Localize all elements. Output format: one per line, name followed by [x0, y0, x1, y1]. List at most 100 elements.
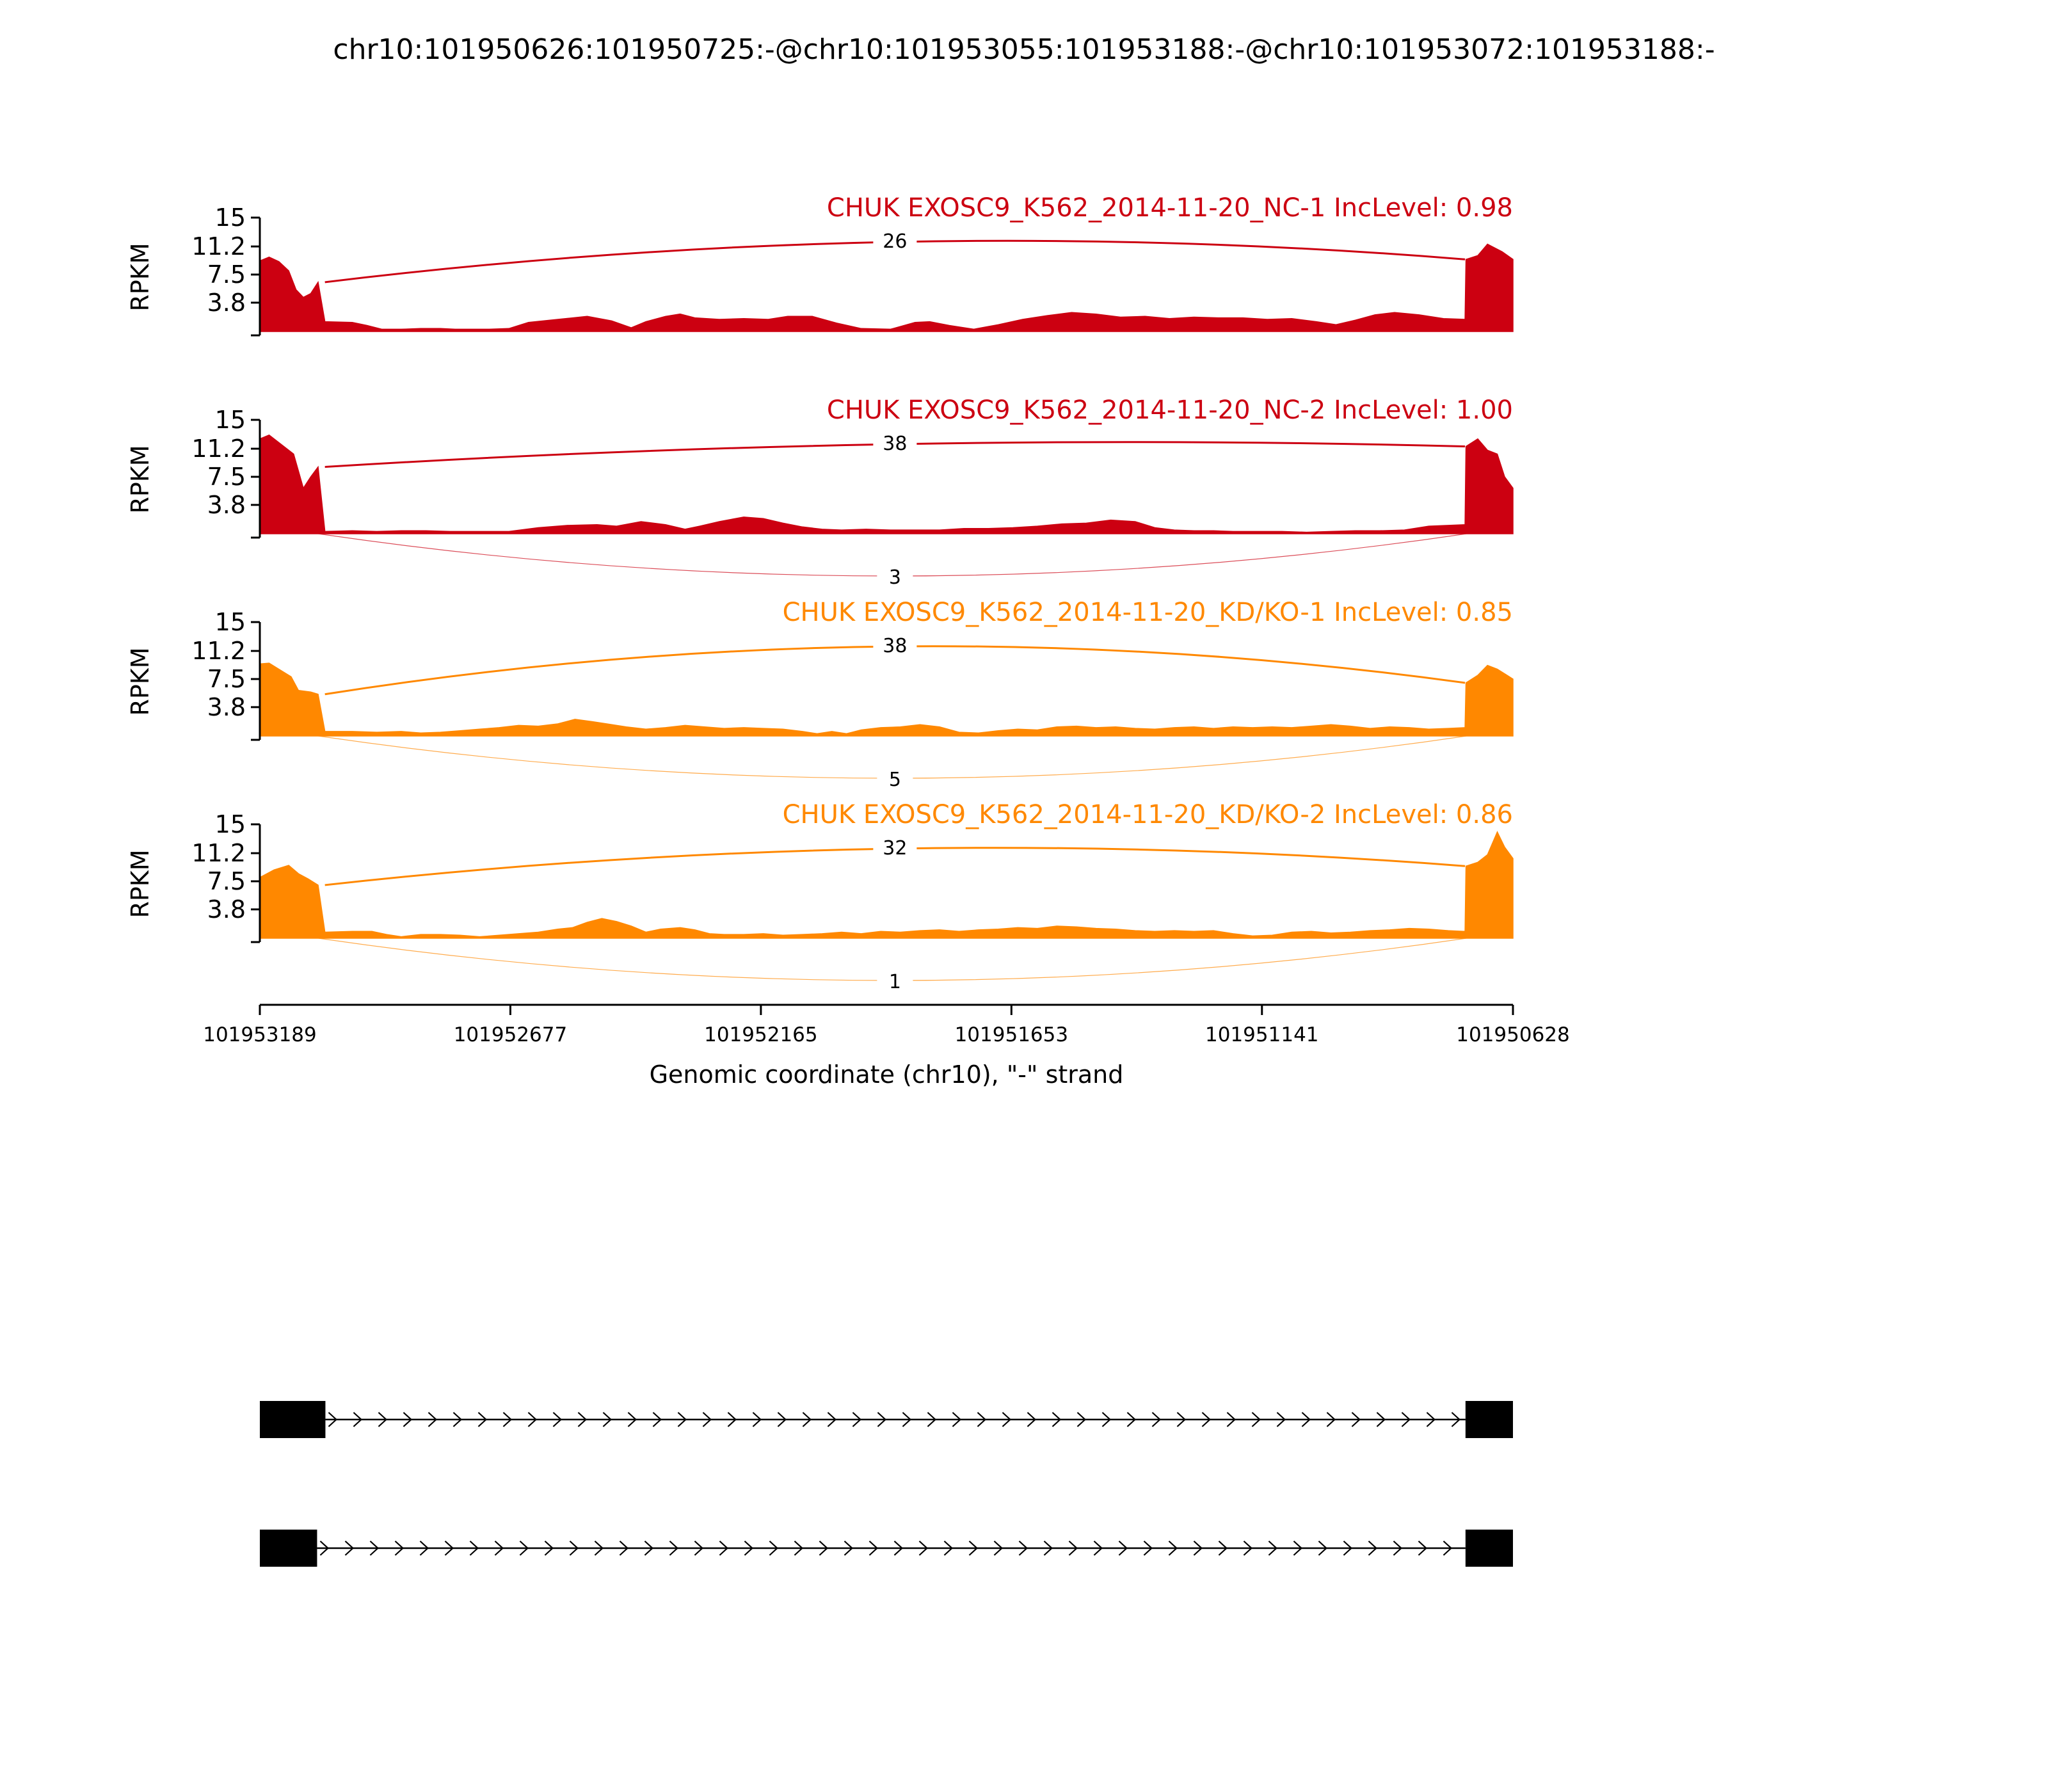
y-tick-label: 3.8 — [207, 895, 246, 924]
x-tick-label: 101953189 — [203, 1023, 317, 1046]
junction-count: 32 — [883, 837, 907, 860]
strand-chevron-icon — [344, 1540, 355, 1556]
x-tick-label: 101951141 — [1205, 1023, 1319, 1046]
gene-model-2 — [260, 1530, 1513, 1567]
strand-chevron-icon — [594, 1540, 604, 1556]
y-tick-label: 11.2 — [191, 637, 246, 665]
y-tick-label: 11.2 — [191, 232, 246, 260]
strand-chevron-icon — [702, 1412, 712, 1427]
strand-chevron-icon — [494, 1540, 504, 1556]
x-tick-label: 101952677 — [454, 1023, 568, 1046]
strand-chevron-icon — [752, 1412, 762, 1427]
y-tick-label: 7.5 — [207, 867, 246, 895]
strand-chevron-icon — [769, 1540, 779, 1556]
strand-chevron-icon — [1168, 1540, 1178, 1556]
exon-block — [260, 1530, 317, 1567]
y-tick-label: 11.2 — [191, 839, 246, 867]
strand-chevron-icon — [577, 1412, 588, 1427]
x-tick-label: 101951653 — [955, 1023, 1069, 1046]
y-tick-label: 3.8 — [207, 289, 246, 317]
strand-chevron-icon — [844, 1540, 854, 1556]
strand-chevron-icon — [1193, 1540, 1203, 1556]
strand-chevron-icon — [927, 1412, 937, 1427]
track-label: CHUK EXOSC9_K562_2014-11-20_NC-1 IncLeve… — [827, 193, 1513, 223]
strand-chevron-icon — [1351, 1412, 1361, 1427]
y-axis-label: RPKM — [126, 647, 154, 716]
strand-chevron-icon — [602, 1412, 612, 1427]
strand-chevron-icon — [619, 1540, 629, 1556]
y-tick-label: 3.8 — [207, 693, 246, 721]
strand-chevron-icon — [328, 1412, 338, 1427]
junction-label-bg — [873, 632, 917, 657]
y-tick-label: 15 — [215, 810, 246, 838]
gene-models — [260, 1401, 1513, 1567]
strand-chevron-icon — [444, 1540, 454, 1556]
track-label: CHUK EXOSC9_K562_2014-11-20_KD/KO-2 IncL… — [783, 800, 1513, 829]
strand-chevron-icon — [1002, 1412, 1012, 1427]
strand-chevron-icon — [1443, 1540, 1453, 1556]
strand-chevron-icon — [1343, 1540, 1353, 1556]
y-tick-label: 15 — [215, 406, 246, 434]
strand-chevron-icon — [968, 1540, 979, 1556]
strand-chevron-icon — [1151, 1412, 1162, 1427]
strand-chevron-icon — [469, 1540, 479, 1556]
strand-chevron-icon — [1251, 1412, 1261, 1427]
y-axis-label: RPKM — [126, 445, 154, 513]
chart-title: chr10:101950626:101950725:-@chr10:101953… — [333, 33, 1715, 66]
strand-chevron-icon — [744, 1540, 754, 1556]
strand-chevron-icon — [1318, 1540, 1328, 1556]
coverage-area — [259, 243, 1514, 332]
junction-count: 38 — [883, 635, 907, 657]
strand-chevron-icon — [1176, 1412, 1187, 1427]
strand-chevron-icon — [1276, 1412, 1286, 1427]
strand-chevron-icon — [403, 1412, 413, 1427]
strand-chevron-icon — [1093, 1540, 1103, 1556]
strand-chevron-icon — [827, 1412, 837, 1427]
junction-label-bg — [873, 228, 917, 252]
strand-chevron-icon — [569, 1540, 579, 1556]
strand-chevron-icon — [502, 1412, 513, 1427]
junction-label-bg — [873, 430, 917, 454]
strand-chevron-icon — [893, 1540, 904, 1556]
strand-chevron-icon — [677, 1412, 687, 1427]
y-tick-label: 7.5 — [207, 665, 246, 693]
strand-chevron-icon — [1393, 1540, 1403, 1556]
track-label: CHUK EXOSC9_K562_2014-11-20_NC-2 IncLeve… — [827, 396, 1513, 425]
x-tick-label: 101952165 — [704, 1023, 818, 1046]
junction-count: 3 — [889, 566, 901, 589]
junction-count: 5 — [889, 769, 901, 791]
y-axis-label: RPKM — [126, 243, 154, 311]
strand-chevron-icon — [918, 1540, 929, 1556]
strand-chevron-icon — [1218, 1540, 1228, 1556]
strand-chevron-icon — [477, 1412, 488, 1427]
junction-count: 38 — [883, 433, 907, 455]
strand-chevron-icon — [1368, 1540, 1378, 1556]
strand-chevron-icon — [802, 1412, 812, 1427]
strand-chevron-icon — [669, 1540, 679, 1556]
strand-chevron-icon — [877, 1412, 887, 1427]
strand-chevron-icon — [652, 1412, 662, 1427]
strand-chevron-icon — [1268, 1540, 1278, 1556]
strand-chevron-icon — [644, 1540, 654, 1556]
strand-chevron-icon — [1068, 1540, 1078, 1556]
strand-chevron-icon — [369, 1540, 380, 1556]
exon-block — [1465, 1401, 1513, 1438]
strand-chevron-icon — [428, 1412, 438, 1427]
junction-count: 26 — [883, 230, 907, 253]
strand-chevron-icon — [1018, 1540, 1028, 1556]
strand-chevron-icon — [794, 1540, 804, 1556]
strand-chevron-icon — [1076, 1412, 1087, 1427]
junction-label-bg — [877, 563, 913, 589]
strand-chevron-icon — [1043, 1540, 1053, 1556]
strand-chevron-icon — [1426, 1412, 1436, 1427]
exon-block — [260, 1401, 326, 1438]
junction-label-bg — [873, 835, 917, 859]
strand-chevron-icon — [1126, 1412, 1137, 1427]
y-tick-label: 11.2 — [191, 435, 246, 463]
junction-label-bg — [877, 968, 913, 993]
strand-chevron-icon — [943, 1540, 954, 1556]
y-tick-label: 7.5 — [207, 463, 246, 491]
strand-chevron-icon — [519, 1540, 529, 1556]
